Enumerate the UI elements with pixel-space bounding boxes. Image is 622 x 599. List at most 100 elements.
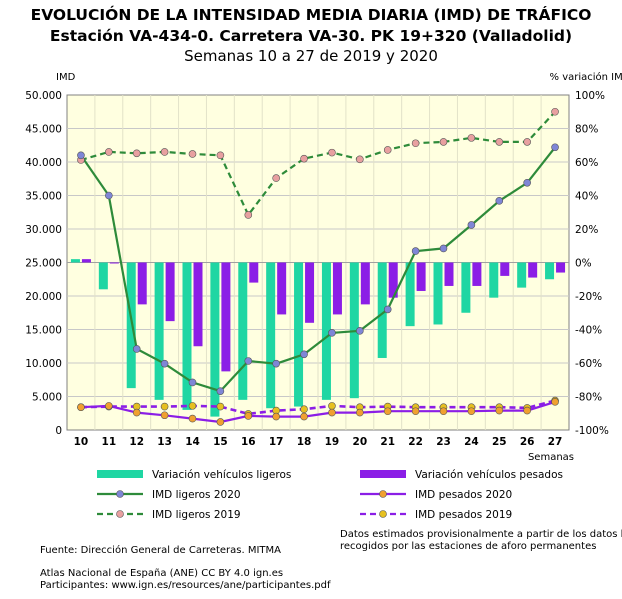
point-pesados-2020 bbox=[272, 412, 280, 421]
x-tick-label: 13 bbox=[157, 436, 172, 448]
bar-variacion-ligeros bbox=[126, 262, 136, 389]
left-tick-label: 10.000 bbox=[25, 358, 62, 370]
bar-variacion-ligeros bbox=[377, 262, 387, 358]
source-text: Fuente: Dirección General de Carreteras.… bbox=[40, 545, 281, 556]
bar-variacion-ligeros bbox=[545, 262, 555, 280]
left-tick-label: 40.000 bbox=[25, 157, 62, 169]
point-ligeros-2019 bbox=[216, 151, 225, 160]
point-pesados-2020 bbox=[132, 408, 141, 417]
point-ligeros-2020 bbox=[328, 329, 336, 337]
line-ligeros-2020 bbox=[79, 146, 556, 393]
left-tick-label: 45.000 bbox=[25, 124, 62, 136]
legend-variacion-ligeros-label: Variación vehículos ligeros bbox=[152, 469, 291, 481]
x-tick-label: 25 bbox=[492, 436, 507, 448]
bar-variacion-pesados bbox=[332, 262, 342, 315]
legend-ligeros-2020-marker bbox=[116, 490, 124, 498]
point-pesados-2020 bbox=[328, 408, 336, 417]
bar-variacion-ligeros bbox=[321, 262, 331, 400]
chart-subtitle: Estación VA-434-0. Carretera VA-30. PK 1… bbox=[49, 27, 573, 45]
point-ligeros-2019 bbox=[160, 148, 169, 156]
point-ligeros-2020 bbox=[495, 197, 504, 205]
x-tick-label: 21 bbox=[380, 436, 395, 448]
point-ligeros-2019 bbox=[244, 211, 253, 219]
legend-variacion-pesados-swatch bbox=[360, 470, 406, 478]
left-tick-label: 0 bbox=[55, 425, 62, 437]
bar-variacion-ligeros bbox=[294, 262, 304, 407]
legend-variacion-ligeros-swatch bbox=[97, 470, 143, 478]
note-line-2: recogidos por las estaciones de aforo pe… bbox=[340, 541, 597, 552]
point-pesados-2020 bbox=[523, 406, 531, 415]
bar-variacion-pesados bbox=[137, 262, 147, 305]
point-ligeros-2019 bbox=[523, 138, 531, 146]
point-ligeros-2020 bbox=[551, 143, 559, 152]
x-tick-label: 11 bbox=[102, 436, 117, 448]
point-ligeros-2020 bbox=[77, 151, 85, 160]
chart-title: EVOLUCIÓN DE LA INTENSIDAD MEDIA DIARIA … bbox=[30, 6, 592, 24]
point-ligeros-2020 bbox=[411, 247, 420, 255]
point-pesados-2019 bbox=[216, 402, 225, 411]
bar-variacion-pesados bbox=[165, 262, 175, 322]
point-pesados-2019 bbox=[328, 402, 336, 410]
bar-variacion-pesados bbox=[388, 262, 398, 298]
point-ligeros-2019 bbox=[188, 150, 197, 158]
legend-pesados-2019-marker bbox=[379, 510, 387, 518]
right-tick-label: 60% bbox=[575, 157, 598, 169]
bar-variacion-ligeros bbox=[154, 262, 164, 400]
point-pesados-2020 bbox=[244, 412, 253, 420]
bar-variacion-ligeros bbox=[70, 259, 80, 263]
point-ligeros-2019 bbox=[495, 138, 504, 146]
point-ligeros-2019 bbox=[328, 148, 336, 157]
right-tick-label: 40% bbox=[575, 191, 598, 203]
right-tick-label: 80% bbox=[575, 124, 598, 136]
point-ligeros-2019 bbox=[551, 107, 559, 116]
point-pesados-2020 bbox=[495, 406, 504, 415]
point-ligeros-2019 bbox=[411, 139, 420, 148]
atlas-text: Atlas Nacional de España (ANE) CC BY 4.0… bbox=[40, 568, 284, 579]
legend-pesados-2020-marker bbox=[379, 490, 387, 498]
right-tick-label: 100% bbox=[575, 90, 605, 102]
point-ligeros-2020 bbox=[467, 221, 476, 229]
legend-variacion-pesados-label: Variación vehículos pesados bbox=[415, 469, 563, 481]
bar-variacion-ligeros bbox=[266, 262, 276, 409]
bar-variacion-pesados bbox=[221, 262, 231, 372]
left-tick-label: 30.000 bbox=[25, 224, 62, 236]
x-tick-label: 18 bbox=[297, 436, 312, 448]
x-axis-label: Semanas bbox=[528, 452, 574, 463]
bar-variacion-pesados bbox=[249, 262, 259, 283]
point-pesados-2020 bbox=[160, 411, 169, 420]
right-tick-label: -100% bbox=[575, 425, 609, 437]
point-ligeros-2019 bbox=[439, 138, 448, 146]
point-pesados-2020 bbox=[77, 403, 85, 412]
x-tick-label: 12 bbox=[129, 436, 144, 448]
point-ligeros-2020 bbox=[132, 345, 141, 353]
point-ligeros-2020 bbox=[383, 305, 392, 314]
left-axis-label: IMD bbox=[56, 72, 76, 83]
right-tick-label: -20% bbox=[575, 291, 602, 303]
point-pesados-2020 bbox=[383, 407, 392, 416]
point-ligeros-2019 bbox=[272, 174, 280, 182]
right-tick-label: -40% bbox=[575, 325, 602, 337]
right-axis-ticks: -100% -80% -60% -40% -20% 0% 20% 40% 60% 80% 100% bbox=[575, 90, 609, 437]
point-ligeros-2020 bbox=[356, 327, 364, 335]
left-tick-label: 15.000 bbox=[25, 325, 62, 337]
bar-variacion-pesados bbox=[305, 262, 315, 323]
x-tick-label: 17 bbox=[269, 436, 284, 448]
point-pesados-2019 bbox=[188, 402, 197, 410]
left-tick-label: 35.000 bbox=[25, 191, 62, 203]
point-ligeros-2019 bbox=[383, 146, 392, 154]
bar-variacion-ligeros bbox=[210, 262, 220, 417]
point-pesados-2020 bbox=[300, 412, 308, 421]
bar-variacion-pesados bbox=[360, 262, 370, 305]
bar-variacion-ligeros bbox=[489, 262, 499, 298]
left-tick-label: 25.000 bbox=[25, 258, 62, 270]
x-tick-label: 27 bbox=[548, 436, 563, 448]
note-line-1: Datos estimados provisionalmente a parti… bbox=[340, 529, 622, 540]
point-ligeros-2019 bbox=[300, 154, 308, 163]
right-tick-label: 20% bbox=[575, 224, 598, 236]
left-tick-label: 50.000 bbox=[25, 90, 62, 102]
point-ligeros-2020 bbox=[439, 244, 448, 253]
right-tick-label: 0% bbox=[575, 258, 592, 270]
bar-variacion-ligeros bbox=[517, 262, 527, 288]
left-axis-ticks: 0 5.000 10.000 15.000 20.000 25.000 30.000 35.0… bbox=[25, 90, 62, 437]
